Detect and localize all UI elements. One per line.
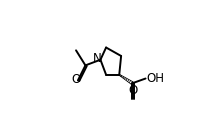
- Text: O: O: [128, 84, 138, 97]
- Text: O: O: [72, 73, 81, 86]
- Text: N: N: [93, 52, 102, 65]
- Text: OH: OH: [146, 72, 164, 85]
- Polygon shape: [119, 75, 133, 84]
